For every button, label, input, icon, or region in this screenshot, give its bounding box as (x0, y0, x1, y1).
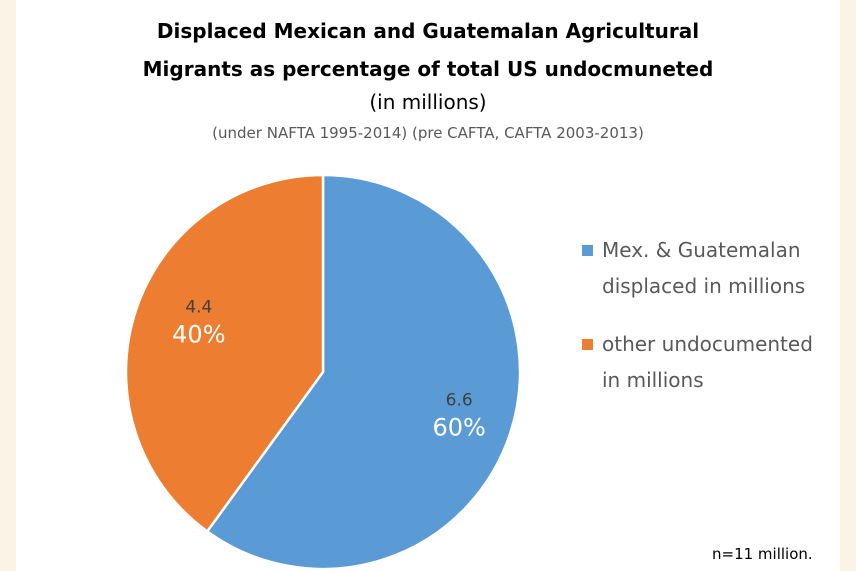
slice-value-label: 4.4 (185, 297, 212, 317)
legend-label-line: displaced in millions (602, 274, 806, 298)
legend-item-mex-guatemalan: Mex. & Guatemalan displaced in millions (582, 232, 856, 304)
legend-swatch-other-undocumented (582, 339, 593, 350)
pie-slice-0 (205, 173, 522, 571)
pie-chart: 6.6 60% 4.4 40% (124, 173, 522, 571)
chart-legend: Mex. & Guatemalan displaced in millions … (582, 232, 856, 420)
legend-label-line: Mex. & Guatemalan (602, 238, 801, 262)
chart-subtitle-line-2: (under NAFTA 1995-2014) (pre CAFTA, CAFT… (212, 124, 644, 142)
legend-label-line: other undocumented (602, 332, 813, 356)
chart-area: Displaced Mexican and Guatemalan Agricul… (16, 0, 840, 571)
slice-value-label: 6.6 (446, 391, 473, 411)
chart-title-line-2: Migrants as percentage of total US undoc… (142, 57, 714, 81)
legend-item-other-undocumented: other undocumented in millions (582, 326, 856, 398)
chart-subtitle-line-1: (in millions) (369, 90, 487, 114)
sample-size-note: n=11 million. (712, 545, 813, 563)
slice-percent-label: 40% (172, 320, 225, 348)
legend-swatch-mex-guatemalan (582, 245, 593, 256)
chart-title-line-1: Displaced Mexican and Guatemalan Agricul… (156, 19, 700, 43)
slice-percent-label: 60% (432, 414, 485, 442)
legend-label-line: in millions (602, 368, 704, 392)
pie-slice-1 (124, 173, 325, 533)
